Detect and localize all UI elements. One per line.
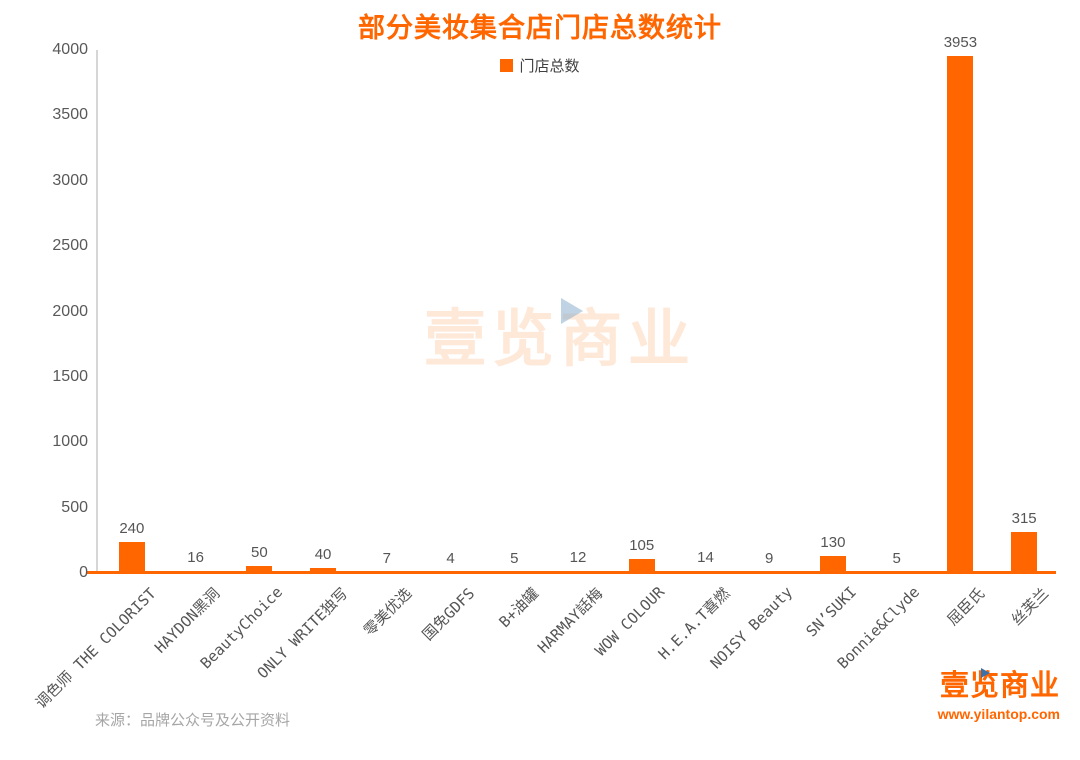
y-tick-label: 4000 xyxy=(52,41,88,58)
brand-logo: 壹览商业 www.yilantop.com xyxy=(880,662,1060,722)
bar xyxy=(246,566,273,573)
y-tick-label: 2000 xyxy=(52,302,88,320)
brand-logo-text: 壹览商业 xyxy=(939,670,1060,702)
y-tick-label: 500 xyxy=(61,498,88,516)
bar-value-label: 4 xyxy=(446,549,455,567)
x-tick-label: SN’SUKI xyxy=(802,583,860,641)
bar xyxy=(437,571,464,573)
x-tick-label: 调色师 THE COLORIST xyxy=(32,584,161,712)
watermark-text: 壹览商业 xyxy=(423,305,696,374)
bar-value-label: 5 xyxy=(510,549,519,567)
bar xyxy=(501,571,528,573)
legend: 门店总数 xyxy=(0,55,1080,76)
bar xyxy=(565,571,591,573)
bar-value-label: 315 xyxy=(1011,509,1037,527)
chart-title: 部分美妆集合店门店总数统计 xyxy=(358,13,722,43)
x-tick-label: 国免GDFS xyxy=(419,584,479,644)
bar xyxy=(373,571,400,573)
bar-value-label: 16 xyxy=(187,548,204,566)
y-tick-label: 3000 xyxy=(52,171,88,189)
y-tick-label: 0 xyxy=(79,564,88,581)
bar xyxy=(310,567,337,573)
bar-value-label: 12 xyxy=(569,549,587,567)
y-tick-label: 3500 xyxy=(52,106,88,124)
y-tick-label: 1000 xyxy=(52,433,88,451)
bar xyxy=(628,559,655,573)
y-tick-label: 1500 xyxy=(52,367,88,385)
bar xyxy=(819,556,846,573)
x-tick-label: 丝芙兰 xyxy=(1007,584,1053,629)
bar xyxy=(692,571,719,573)
x-tick-label: 屈臣氏 xyxy=(943,584,989,629)
bar-value-label: 130 xyxy=(820,534,846,551)
x-tick-label: 零美优选 xyxy=(359,584,415,640)
y-axis-line xyxy=(96,50,98,573)
bar xyxy=(118,541,145,573)
legend-swatch-icon xyxy=(500,59,514,72)
bar-value-label: 240 xyxy=(119,519,145,537)
bar-value-label: 40 xyxy=(314,545,332,563)
bar-value-label: 14 xyxy=(697,549,714,567)
bar-value-label: 5 xyxy=(892,549,901,567)
logo-play-icon xyxy=(981,668,990,678)
bar xyxy=(756,571,783,573)
bar-value-label: 3953 xyxy=(943,34,978,52)
watermark-play-icon xyxy=(561,298,583,324)
source-note: 来源：品牌公众号及公开资料 xyxy=(95,712,291,729)
y-tick-label: 2500 xyxy=(52,237,88,255)
bar xyxy=(1011,531,1038,573)
bar xyxy=(883,571,910,573)
bar-value-label: 7 xyxy=(382,549,391,567)
bar-value-label: 50 xyxy=(250,544,268,562)
x-tick-label: B+油罐 xyxy=(495,584,543,632)
bar-value-label: 105 xyxy=(629,537,655,555)
bar xyxy=(182,570,209,573)
bar-value-label: 9 xyxy=(765,549,774,567)
bar xyxy=(947,56,974,573)
legend-label: 门店总数 xyxy=(519,58,580,75)
brand-logo-url: www.yilantop.com xyxy=(937,706,1060,722)
